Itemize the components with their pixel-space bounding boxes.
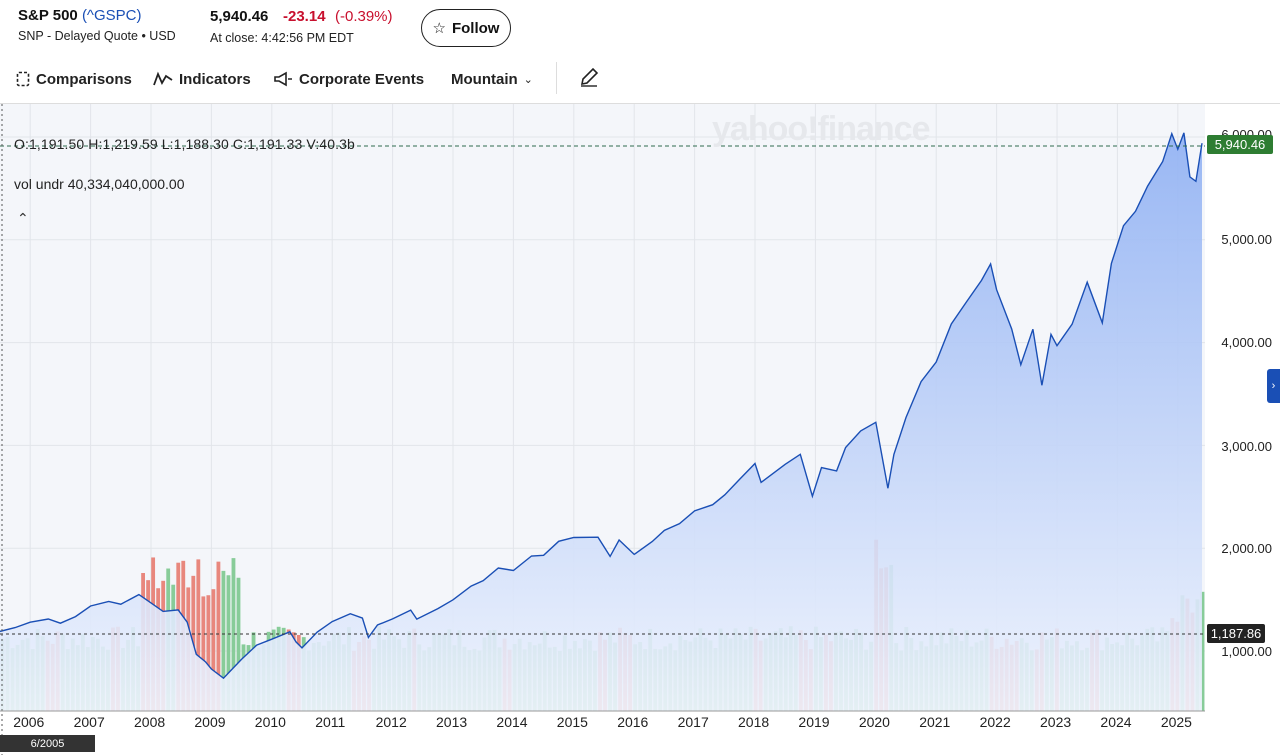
indicators-label: Indicators <box>179 70 251 88</box>
price-change: -23.14 <box>283 8 326 25</box>
x-tick: 2016 <box>617 714 649 730</box>
volume-bar <box>201 596 206 711</box>
indicators-icon <box>153 71 173 86</box>
star-icon: ☆ <box>432 20 446 37</box>
current-price: 5,940.46 <box>210 8 269 25</box>
collapse-legend-icon[interactable]: ⌃ <box>17 210 29 226</box>
price-line <box>0 131 1203 680</box>
x-tick: 2007 <box>73 714 105 730</box>
y-tick: 3,000.00 <box>1221 439 1272 454</box>
comparisons-icon <box>16 71 30 87</box>
follow-button[interactable]: ☆ Follow <box>421 9 511 47</box>
x-tick: 2011 <box>315 714 346 730</box>
x-tick: 2022 <box>979 714 1011 730</box>
volume-bar <box>211 589 216 711</box>
megaphone-icon <box>274 71 292 87</box>
volume-bar <box>231 558 236 711</box>
chart-type-dropdown[interactable]: Mountain ⌄ <box>451 68 533 90</box>
x-tick: 2025 <box>1160 714 1192 730</box>
volume-bar <box>206 595 211 711</box>
symbol-title: S&P 500 (^GSPC) <box>18 7 141 24</box>
x-tick: 2006 <box>13 714 45 730</box>
corporate-events-label: Corporate Events <box>299 70 425 88</box>
x-tick: 2021 <box>919 714 951 730</box>
x-tick: 2023 <box>1040 714 1072 730</box>
y-tick: 4,000.00 <box>1221 335 1272 350</box>
x-tick: 2014 <box>496 714 528 730</box>
y-tick: 1,000.00 <box>1221 644 1272 659</box>
volume-bar <box>1200 591 1205 711</box>
x-tick: 2017 <box>677 714 709 730</box>
x-tick: 2024 <box>1100 714 1132 730</box>
ohlc-legend: O:1,191.50 H:1,219.59 L:1,188.30 C:1,191… <box>14 136 355 152</box>
chart-type-label: Mountain <box>451 70 518 88</box>
current-price-badge: 5,940.46 <box>1207 135 1273 154</box>
volume-bar <box>196 559 201 711</box>
x-tick: 2009 <box>194 714 226 730</box>
hover-value-badge: 1,187.86 <box>1207 624 1265 643</box>
yahoo-finance-watermark: yahoo!finance <box>712 110 930 148</box>
comparisons-button[interactable]: Comparisons <box>16 68 132 90</box>
x-tick: 2013 <box>436 714 468 730</box>
comparisons-label: Comparisons <box>36 70 132 88</box>
y-tick: 2,000.00 <box>1221 541 1272 556</box>
expand-panel-handle[interactable]: › <box>1267 369 1280 403</box>
toolbar-divider <box>556 62 557 94</box>
x-tick: 2008 <box>134 714 166 730</box>
volume-bar <box>236 577 241 711</box>
crosshair-date-badge: 6/2005 <box>0 735 95 752</box>
price-area <box>0 132 1202 711</box>
pencil-icon <box>580 67 599 87</box>
indicators-button[interactable]: Indicators <box>153 68 251 90</box>
volume-bar <box>226 575 231 711</box>
volume-bar <box>221 570 226 711</box>
x-tick: 2010 <box>254 714 286 730</box>
volume-legend: vol undr 40,334,040,000.00 <box>14 176 185 192</box>
x-tick: 2015 <box>556 714 588 730</box>
price-chart[interactable] <box>0 104 1280 755</box>
draw-tool-button[interactable] <box>578 66 600 93</box>
chart-area[interactable] <box>0 103 1280 755</box>
close-time: At close: 4:42:56 PM EDT <box>210 31 354 45</box>
chevron-down-icon: ⌄ <box>523 73 533 86</box>
x-tick: 2019 <box>798 714 830 730</box>
price-change-percent: (-0.39%) <box>335 8 393 25</box>
x-tick: 2020 <box>858 714 890 730</box>
follow-label: Follow <box>451 19 500 37</box>
ticker-link[interactable]: (^GSPC) <box>81 7 142 24</box>
index-name: S&P 500 <box>18 7 78 24</box>
y-tick: 5,000.00 <box>1221 232 1272 247</box>
volume-bar <box>216 561 221 711</box>
x-tick: 2018 <box>738 714 770 730</box>
quote-subtitle: SNP - Delayed Quote • USD <box>18 29 176 43</box>
corporate-events-button[interactable]: Corporate Events <box>273 68 424 90</box>
x-tick: 2012 <box>375 714 407 730</box>
